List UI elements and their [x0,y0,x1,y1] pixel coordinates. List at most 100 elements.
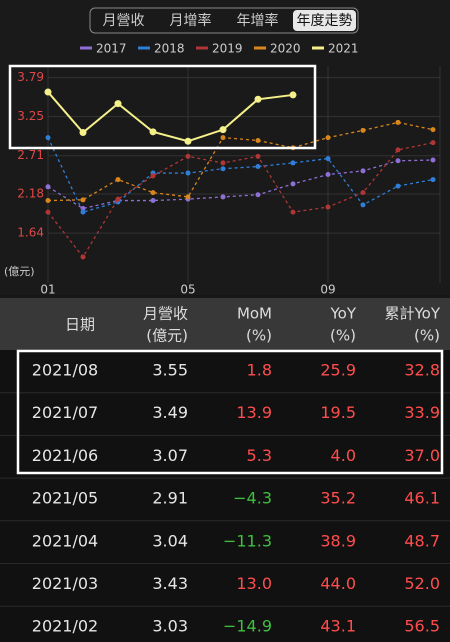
table-header: (%) [414,327,440,345]
series-line [47,137,434,213]
point [150,173,156,179]
point [325,172,331,177]
table-cell: −14.9 [223,617,272,636]
legend-label: 2018 [154,42,185,56]
point [255,192,261,198]
point [115,196,121,202]
series-line [47,142,434,259]
point [79,129,87,137]
table-cell: 43.1 [320,617,356,636]
table-cell: 3.03 [152,617,188,636]
highlight-box [16,349,444,475]
point [80,209,86,215]
point [185,170,191,176]
y-tick-label: 3.25 [17,109,44,123]
y-tick-label: 2.18 [17,187,44,201]
point [80,254,86,260]
point [290,181,296,187]
table-cell: 4.0 [331,446,356,465]
table-header-bg [0,298,450,350]
point [115,177,121,183]
tab[interactable]: 年度走勢 [297,13,353,29]
point [430,140,436,146]
point [290,209,296,215]
y-axis-label: (億元) [4,265,35,278]
point [360,168,366,174]
series-line [47,121,434,202]
x-tick-label: 01 [40,283,55,297]
x-tick-label: 09 [320,283,335,297]
table-cell: 13.0 [236,574,272,593]
point [430,127,436,133]
point [255,138,261,144]
table-cell: 2021/06 [32,446,98,465]
table-header: 累計YoY [384,305,440,323]
table-header: 日期 [65,316,95,334]
tab[interactable]: 月增率 [170,12,212,29]
point [395,119,401,125]
table-cell: 19.5 [320,403,356,422]
table-cell: 32.8 [404,361,440,380]
table-cell: −11.3 [223,531,272,550]
table-cell: 3.07 [152,446,188,465]
point [80,197,86,203]
table-cell: 25.9 [320,361,356,380]
highlight-box [8,64,317,150]
table-cell: 38.9 [320,531,356,550]
table-cell: 33.9 [404,403,440,422]
table-cell: 46.1 [404,489,440,508]
table-cell: −4.3 [233,489,272,508]
table-cell: 3.55 [152,361,188,380]
table-cell: 3.04 [152,531,188,550]
legend-label: 2021 [328,42,359,56]
point [325,204,331,210]
point [255,164,261,170]
point [360,202,366,208]
point [325,135,331,141]
x-tick-label: 05 [180,283,195,297]
point [45,198,51,204]
table-cell: 2021/03 [32,574,98,593]
table-cell: 2021/04 [32,531,98,550]
y-tick-label: 1.64 [17,226,44,240]
y-tick-label: 2.71 [17,148,44,162]
point [290,160,296,166]
tab[interactable]: 年增率 [237,12,279,29]
table-header: (%) [330,327,356,345]
point [114,100,122,108]
table-cell: 37.0 [404,446,440,465]
point [430,177,436,183]
table-cell: 2021/07 [32,403,98,422]
table-cell: 35.2 [320,489,356,508]
point [219,126,227,134]
point [185,194,191,200]
table-cell: 2021/08 [32,361,98,380]
legend-label: 2019 [212,42,243,56]
series-line [47,91,294,143]
table-header: MoM [237,305,272,323]
point [184,137,192,145]
table-header: 月營收 [143,305,188,323]
table-cell: 56.5 [404,617,440,636]
point [325,156,331,162]
point [254,95,262,103]
series-line [47,159,434,210]
point [430,157,436,163]
point [395,147,401,153]
table-cell: 5.3 [247,446,272,465]
table-cell: 48.7 [404,531,440,550]
tab-selected [293,10,356,31]
point [45,209,51,215]
tab-bar [89,7,359,34]
table-bg [0,350,450,642]
table-cell: 3.43 [152,574,188,593]
table-header: YoY [329,305,356,323]
point [44,88,52,96]
point [395,183,401,189]
point [185,153,191,159]
point [45,184,51,190]
table-cell: 1.8 [247,361,272,380]
point [150,198,156,204]
point [220,194,226,200]
tab[interactable]: 月營收 [103,13,145,29]
